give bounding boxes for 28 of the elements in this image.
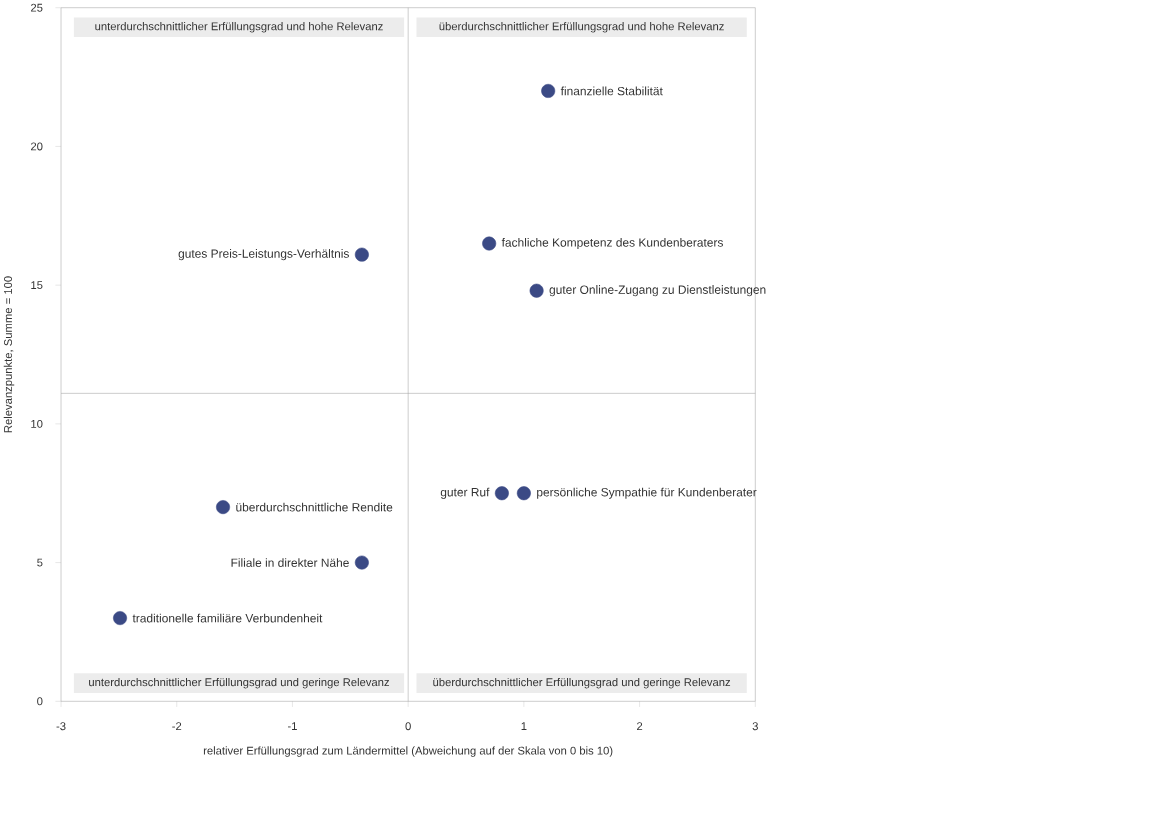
x-tick-label: -3: [56, 721, 66, 730]
x-tick-label: 0: [405, 721, 411, 730]
y-tick-label: 0: [37, 697, 43, 706]
x-tick-label: 3: [752, 721, 758, 730]
data-label: traditionelle familiäre Verbundenheit: [132, 613, 323, 623]
annotation: überdurchschnittlicher Erfüllungsgrad und geringe Relevanz: [433, 677, 731, 689]
annotation: unterdurchschnittlicher Erfüllungsgrad und geringe Relevanz: [89, 677, 390, 689]
y-tick-label: 5: [37, 558, 43, 567]
data-label: überdurchschnittliche Rendite: [236, 502, 393, 512]
annotation: überdurchschnittlicher Erfüllungsgrad und hohe Relevanz: [439, 21, 724, 33]
x-tick-label: 1: [521, 721, 527, 730]
x-tick-label: -2: [172, 721, 182, 730]
data-label: Filiale in direkter Nähe: [231, 557, 349, 567]
data-label: finanzielle Stabilität: [560, 86, 663, 96]
data-label: gutes Preis-Leistungs-Verhältnis: [178, 248, 349, 260]
x-tick-label: -1: [287, 721, 297, 730]
y-tick-label: 10: [31, 419, 43, 428]
annotation: unterdurchschnittlicher Erfüllungsgrad und hohe Relevanz: [95, 21, 383, 33]
x-axis-title: relativer Erfüllungsgrad zum Ländermittel (Abweichung auf der Skala von 0 bis 10): [203, 746, 613, 757]
data-label: guter Online-Zugang zu Dienstleistungen: [549, 284, 766, 297]
y-tick-label: 20: [31, 142, 43, 151]
data-label: fachliche Kompetenz des Kundenberaters: [501, 237, 723, 249]
data-label: guter Ruf: [440, 487, 490, 499]
y-tick-label: 15: [31, 280, 43, 289]
y-tick-label: 25: [31, 3, 43, 12]
data-label: persönliche Sympathie für Kundenberater: [537, 487, 757, 499]
x-tick-label: 2: [637, 721, 643, 730]
y-axis-title: Relevanzpunkte, Summe = 100: [3, 276, 15, 432]
